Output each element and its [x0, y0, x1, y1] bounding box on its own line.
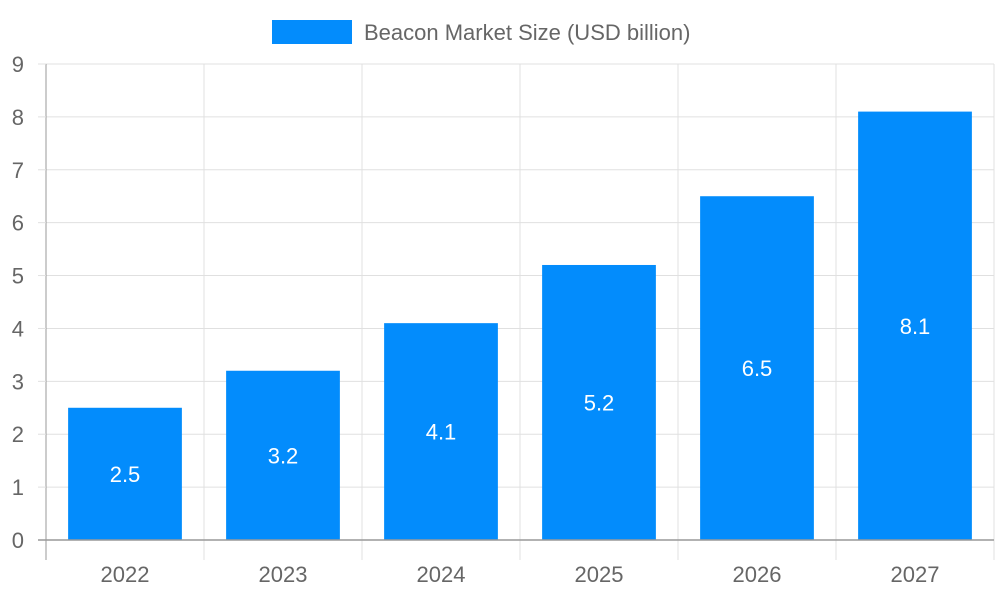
x-tick-label: 2024: [417, 562, 466, 587]
bar-2026[interactable]: [700, 196, 814, 540]
bar-2022[interactable]: [68, 407, 182, 540]
bar-2027[interactable]: [858, 111, 972, 540]
legend-label[interactable]: Beacon Market Size (USD billion): [364, 20, 690, 45]
bar-2025[interactable]: [542, 264, 656, 540]
legend-swatch[interactable]: [272, 20, 352, 44]
data-label-2026: 6.5: [742, 356, 773, 381]
data-label-2024: 4.1: [426, 420, 457, 445]
y-tick-label: 4: [12, 316, 24, 341]
y-tick-label: 6: [12, 211, 24, 236]
bars-layer: [68, 111, 972, 540]
bar-2023[interactable]: [226, 370, 340, 540]
axis-layer: 0 1 2 3 4 5 6 7 8 9 2022 2023 2024 2025 2026 2027: [12, 52, 994, 587]
y-tick-label: 0: [12, 528, 24, 553]
y-tick-label: 1: [12, 475, 24, 500]
data-label-2025: 5.2: [584, 390, 615, 415]
y-tick-label: 9: [12, 52, 24, 77]
x-tick-label: 2025: [575, 562, 624, 587]
y-tick-label: 8: [12, 105, 24, 130]
labels-layer: 2.5 3.2 4.1 5.2 6.5 8.1: [110, 314, 931, 487]
x-tick-label: 2026: [733, 562, 782, 587]
y-tick-label: 7: [12, 158, 24, 183]
data-label-2023: 3.2: [268, 443, 299, 468]
legend[interactable]: Beacon Market Size (USD billion): [272, 20, 690, 45]
data-label-2022: 2.5: [110, 462, 141, 487]
x-tick-label: 2027: [891, 562, 940, 587]
bar-2024[interactable]: [384, 323, 498, 540]
grid-layer: [45, 63, 995, 560]
x-tick-label: 2023: [259, 562, 308, 587]
y-tick-label: 5: [12, 264, 24, 289]
x-tick-label: 2022: [101, 562, 150, 587]
y-tick-label: 3: [12, 369, 24, 394]
data-label-2027: 8.1: [900, 314, 931, 339]
y-tick-label: 2: [12, 422, 24, 447]
